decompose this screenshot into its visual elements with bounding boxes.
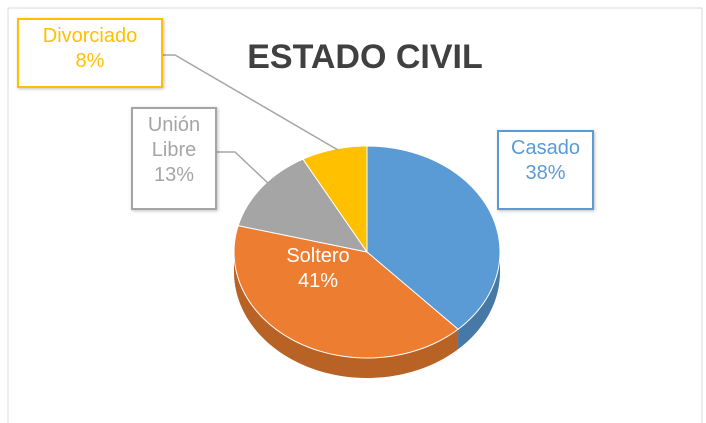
pie-slice xyxy=(366,145,501,330)
chart-title: ESTADO CIVIL xyxy=(247,38,483,76)
value-label: 38% xyxy=(525,162,566,184)
pie-slice-side xyxy=(234,252,459,378)
data-label: Unión Libre 13% xyxy=(131,107,217,210)
data-label: Soltero 41% xyxy=(268,240,368,318)
value-label: 8% xyxy=(75,50,105,72)
chart-frame xyxy=(7,7,703,423)
pie-slice xyxy=(237,158,369,253)
value-label: 41% xyxy=(297,270,339,292)
data-label: Divorciado 8% xyxy=(17,18,163,88)
category-label: Divorciado xyxy=(42,25,138,47)
data-label: Casado 38% xyxy=(497,130,594,210)
leader-line xyxy=(163,54,339,151)
leader-line xyxy=(217,151,271,186)
value-label: 13% xyxy=(153,164,195,186)
pie-slice-side xyxy=(458,252,500,350)
category-label: Soltero xyxy=(286,245,350,267)
category-label: Casado xyxy=(511,137,580,159)
pie-slice xyxy=(233,225,459,359)
pie-slice xyxy=(302,145,368,254)
category-label: Unión Libre xyxy=(147,114,201,161)
